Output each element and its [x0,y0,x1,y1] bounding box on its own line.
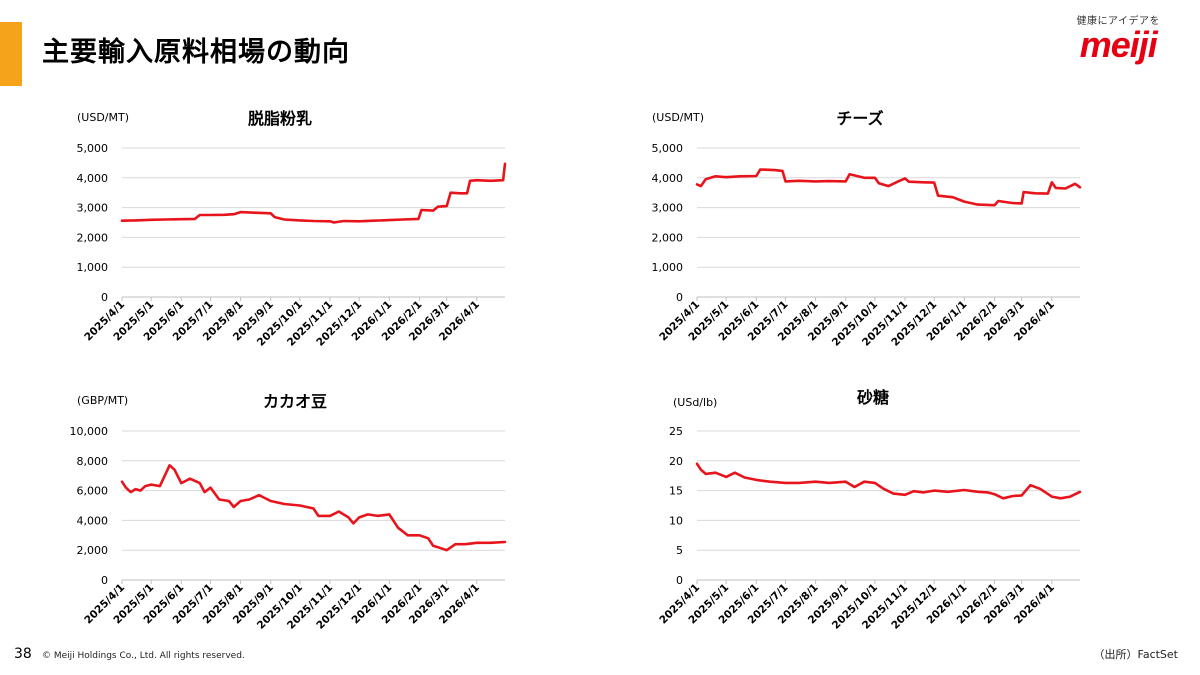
source-note: （出所）FactSet [1093,648,1178,661]
y-tick-label: 5 [676,544,683,557]
y-tick-label: 2,000 [77,544,109,557]
y-tick-label: 5,000 [77,142,109,155]
logo-wordmark: meiji [1079,24,1158,65]
meiji-logo: 健康にアイデアを meiji [1077,12,1161,63]
title-accent-bar [0,22,22,86]
y-tick-label: 2,000 [652,231,684,244]
y-tick-label: 3,000 [652,202,684,215]
chart-cheese: チーズ (USD/MT) 0 1,000 2,000 3,000 4,000 5,000 202… [635,100,1105,360]
y-tick-label: 4,000 [652,172,684,185]
chart-svg: カカオ豆(GBP/MT)02,0004,0006,0008,00010,0002… [70,392,507,632]
y-tick-label: 3,000 [77,202,109,215]
page-title: 主要輸入原料相場の動向 [42,37,350,68]
y-tick-label: 15 [669,485,683,498]
series-line [695,168,1082,207]
y-tick-label: 0 [101,291,108,304]
chart-title: チーズ [836,109,883,128]
chart-title: 脱脂粉乳 [248,109,312,128]
y-tick-label: 20 [669,455,683,468]
chart-svg: チーズ(USD/MT)01,0002,0003,0004,0005,000202… [652,109,1082,349]
y-tick-label: 4,000 [77,172,109,185]
y-tick-label: 8,000 [77,455,109,468]
unit-label: (USd/lb) [673,396,717,409]
y-tick-label: 6,000 [77,485,109,498]
unit-label: (USD/MT) [652,111,704,124]
unit-label: (GBP/MT) [77,394,128,407]
chart-svg: 砂糖(USd/lb)05101520252025/4/12025/5/12025… [657,388,1082,632]
y-tick-label: 1,000 [77,261,109,274]
y-tick-label: 10 [669,514,683,527]
copyright-text: © Meiji Holdings Co., Ltd. All rights re… [42,651,245,661]
y-tick-label: 25 [669,425,683,438]
chart-sugar: 砂糖 (USd/lb) 0 5 10 15 20 25 2025/4/1 2025/5/1 2025… [635,383,1105,643]
unit-label: (USD/MT) [77,111,129,124]
chart-cocoa-beans: カカオ豆 (GBP/MT) 0 2,000 4,000 6,000 8,000 10,000 2… [60,383,530,643]
y-tick-label: 0 [101,574,108,587]
page-number: 38 [14,646,32,662]
chart-title: カカオ豆 [263,392,327,411]
y-tick-label: 1,000 [652,261,684,274]
y-tick-label: 10,000 [70,425,109,438]
series-line [120,464,507,552]
chart-skim-milk-powder: 脱脂粉乳 (USD/MT) 0 1,000 2,000 3,000 4,000 5,000 20… [60,100,530,360]
series-line [120,162,507,224]
y-tick-label: 2,000 [77,231,109,244]
y-tick-label: 5,000 [652,142,684,155]
chart-svg: 脱脂粉乳(USD/MT)01,0002,0003,0004,0005,00020… [77,109,507,349]
logo-tagline: 健康にアイデアを [1076,16,1160,27]
chart-title: 砂糖 [857,388,889,407]
y-tick-label: 4,000 [77,514,109,527]
series-line [695,462,1082,500]
y-tick-label: 0 [676,574,683,587]
y-tick-label: 0 [676,291,683,304]
